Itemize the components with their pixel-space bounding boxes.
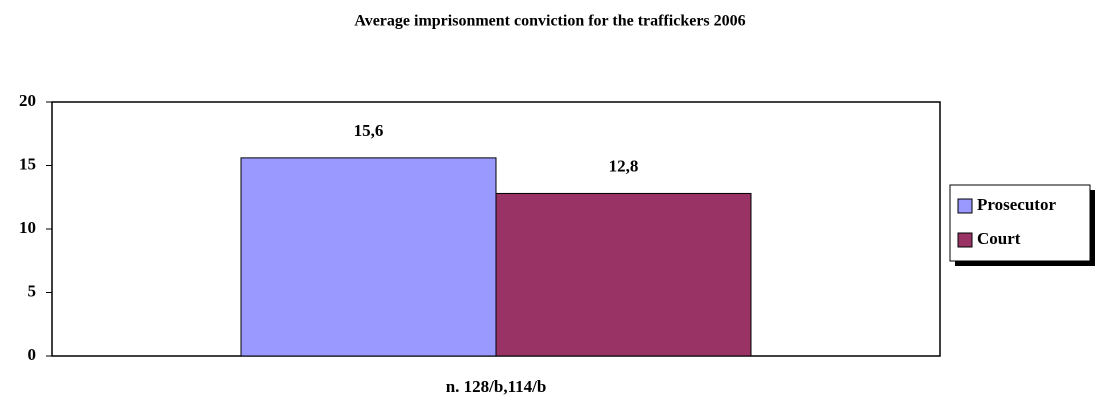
x-tick-label: n. 128/b,114/b [446, 377, 547, 396]
bar [240, 157, 497, 357]
legend-swatch [957, 232, 973, 248]
y-tick-label: 10 [19, 218, 36, 237]
legend-label: Prosecutor [977, 195, 1056, 214]
y-tick-label: 5 [28, 281, 37, 300]
bar [495, 192, 752, 357]
data-label: 12,8 [609, 156, 639, 175]
y-tick-label: 20 [19, 91, 36, 110]
y-tick-label: 0 [28, 345, 37, 364]
y-tick-label: 15 [19, 154, 36, 173]
legend [949, 184, 1091, 262]
legend-swatch [957, 198, 973, 214]
legend-label: Court [977, 229, 1021, 248]
chart-title: Average imprisonment conviction for the … [354, 13, 745, 30]
data-label: 15,6 [354, 121, 384, 140]
